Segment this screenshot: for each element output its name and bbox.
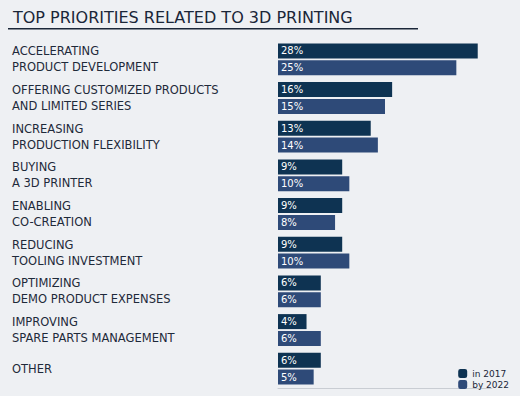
svg-text:25%: 25% bbox=[281, 62, 303, 73]
svg-text:ENABLING: ENABLING bbox=[12, 199, 71, 213]
svg-text:SPARE PARTS MANAGEMENT: SPARE PARTS MANAGEMENT bbox=[12, 331, 176, 345]
svg-text:OPTIMIZING: OPTIMIZING bbox=[12, 276, 81, 290]
svg-text:8%: 8% bbox=[281, 217, 297, 228]
svg-text:TOOLING INVESTMENT: TOOLING INVESTMENT bbox=[11, 254, 143, 268]
svg-text:28%: 28% bbox=[281, 45, 303, 56]
svg-text:6%: 6% bbox=[281, 355, 297, 366]
svg-text:10%: 10% bbox=[281, 256, 303, 267]
svg-text:ACCELERATING: ACCELERATING bbox=[12, 44, 99, 58]
svg-text:16%: 16% bbox=[281, 84, 303, 95]
svg-text:BUYING: BUYING bbox=[12, 160, 56, 174]
svg-text:6%: 6% bbox=[281, 294, 297, 305]
svg-text:AND LIMITED SERIES: AND LIMITED SERIES bbox=[12, 99, 131, 113]
svg-text:IMPROVING: IMPROVING bbox=[12, 315, 78, 329]
svg-text:14%: 14% bbox=[281, 140, 303, 151]
svg-text:OTHER: OTHER bbox=[12, 362, 52, 376]
svg-text:15%: 15% bbox=[281, 101, 303, 112]
svg-text:DEMO PRODUCT EXPENSES: DEMO PRODUCT EXPENSES bbox=[12, 292, 171, 306]
svg-text:A 3D PRINTER: A 3D PRINTER bbox=[12, 176, 93, 190]
svg-text:4%: 4% bbox=[281, 316, 297, 327]
svg-text:OFFERING CUSTOMIZED PRODUCTS: OFFERING CUSTOMIZED PRODUCTS bbox=[12, 83, 219, 97]
svg-text:10%: 10% bbox=[281, 178, 303, 189]
svg-text:by 2022: by 2022 bbox=[472, 380, 509, 390]
svg-text:CO-CREATION: CO-CREATION bbox=[12, 215, 92, 229]
svg-text:REDUCING: REDUCING bbox=[12, 238, 73, 252]
svg-text:6%: 6% bbox=[281, 333, 297, 344]
svg-text:in 2017: in 2017 bbox=[472, 369, 506, 379]
svg-text:13%: 13% bbox=[281, 123, 303, 134]
svg-text:9%: 9% bbox=[281, 239, 297, 250]
svg-text:9%: 9% bbox=[281, 161, 297, 172]
svg-text:5%: 5% bbox=[281, 372, 297, 383]
svg-text:PRODUCTION FLEXIBILITY: PRODUCTION FLEXIBILITY bbox=[12, 138, 161, 152]
svg-text:TOP PRIORITIES RELATED TO 3D P: TOP PRIORITIES RELATED TO 3D PRINTING bbox=[12, 8, 353, 27]
svg-text:INCREASING: INCREASING bbox=[12, 122, 83, 136]
svg-text:6%: 6% bbox=[281, 277, 297, 288]
svg-text:9%: 9% bbox=[281, 200, 297, 211]
svg-text:PRODUCT DEVELOPMENT: PRODUCT DEVELOPMENT bbox=[12, 60, 159, 74]
